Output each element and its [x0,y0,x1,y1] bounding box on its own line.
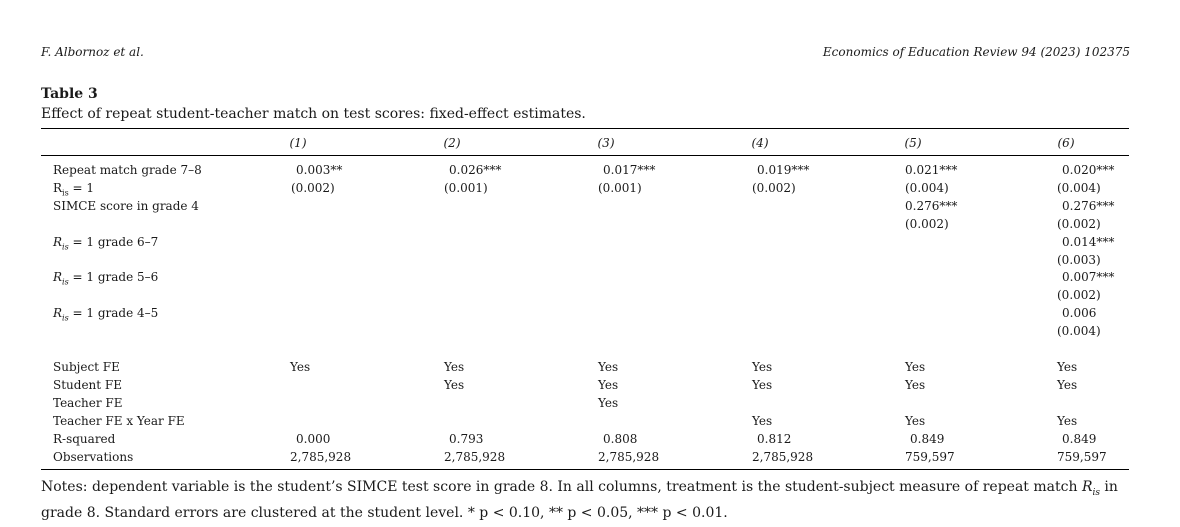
table-cell: (0.004) [1057,324,1101,338]
table-cell: 0.276*** [1062,199,1115,213]
table-cell: Yes [1057,378,1078,392]
table-cell: 0.021*** [905,163,958,177]
table-cell: 2,785,928 [444,450,506,464]
table-cell: (0.003) [1057,253,1101,267]
table-cell: (0.002) [905,217,949,231]
column-header-2: (2) [443,136,461,150]
row-label-observations: Observations [53,450,134,464]
table-cell: (0.001) [598,181,642,195]
table-cell: (0.004) [905,181,949,195]
table-cell: Yes [598,378,619,392]
table-cell: 0.026*** [449,163,502,177]
row-label-rest: = 1 grade 5–6 [68,270,159,284]
table-cell: (0.002) [1057,288,1101,302]
table-cell: (0.001) [444,181,488,195]
table-cell: Yes [290,360,311,374]
r-symbol: R [53,181,63,195]
table-cell: 2,785,928 [598,450,660,464]
row-label-rest: = 1 grade 4–5 [68,306,159,320]
column-header-1: (1) [289,136,307,150]
row-label-r-squared: R-squared [53,432,116,446]
table-cell: Yes [598,360,619,374]
subscript-is: is [62,277,69,287]
r-symbol: R [1081,479,1093,495]
r-symbol: R [53,306,63,320]
table-cell: Yes [1057,360,1078,374]
table-cell: Yes [1057,414,1078,428]
table-cell: Yes [752,414,773,428]
significance-legend: * p < 0.10, ** p < 0.05, *** p < 0.01. [467,504,728,521]
table-cell: Yes [444,378,465,392]
table-cell: Yes [905,414,926,428]
table-cell: 759,597 [905,450,955,464]
table-cell: Yes [598,396,619,410]
row-label-subject-fe: Subject FE [53,360,120,374]
table-cell: 0.849 [1062,432,1097,446]
row-label-rest: = 1 [68,181,95,195]
table-top-rule [41,128,1129,129]
row-label-teacher-fe: Teacher FE [53,396,123,410]
row-label-student-fe: Student FE [53,378,123,392]
table-cell: 0.014*** [1062,235,1115,249]
column-header-6: (6) [1057,136,1075,150]
table-cell: 0.006 [1062,306,1097,320]
r-symbol: R [53,235,63,249]
table-cell: 0.000 [296,432,331,446]
table-cell: 0.003** [296,163,343,177]
table-cell: (0.002) [1057,217,1101,231]
row-label-teacher-year-fe: Teacher FE x Year FE [53,414,185,428]
row-label-repeat-match: Repeat match grade 7–8 [53,163,202,177]
table-cell: Yes [905,360,926,374]
subscript-is: is [62,188,69,198]
table-title: Table 3 [41,86,98,102]
column-header-3: (3) [597,136,615,150]
table-cell: 2,785,928 [752,450,814,464]
table-cell: 0.808 [603,432,638,446]
column-header-4: (4) [751,136,769,150]
table-cell: (0.002) [752,181,796,195]
notes-text-1: Notes: dependent variable is the student… [41,479,1082,495]
table-cell: 0.019*** [757,163,810,177]
r-symbol: R [53,270,63,284]
table-cell: 2,785,928 [290,450,352,464]
table-cell: 0.020*** [1062,163,1115,177]
table-cell: 0.793 [449,432,484,446]
table-cell: 0.849 [910,432,945,446]
table-cell: 0.812 [757,432,792,446]
row-label-r-is-1: Ris = 1 [53,181,94,197]
table-cell: 0.276*** [905,199,958,213]
table-cell: Yes [752,360,773,374]
table-notes: Notes: dependent variable is the student… [41,477,1136,523]
table-bottom-rule [41,469,1129,470]
table-cell: Yes [444,360,465,374]
running-header-right: Economics of Education Review 94 (2023) … [822,45,1130,59]
table-cell: (0.002) [291,181,335,195]
table-cell: 759,597 [1057,450,1107,464]
row-label-r-grade-6-7: Ris = 1 grade 6–7 [53,235,158,251]
subscript-is: is [62,313,69,323]
subscript-is: is [1092,487,1100,498]
table-cell: (0.004) [1057,181,1101,195]
row-label-rest: = 1 grade 6–7 [68,235,159,249]
notes-text-2: in grade 8. Standard errors are clustere… [41,479,1118,521]
running-header-left: F. Albornoz et al. [41,45,144,59]
table-cell: 0.017*** [603,163,656,177]
row-label-r-grade-5-6: Ris = 1 grade 5–6 [53,270,158,286]
table-cell: 0.007*** [1062,270,1115,284]
table-cell: Yes [752,378,773,392]
table-cell: Yes [905,378,926,392]
row-label-simce: SIMCE score in grade 4 [53,199,199,213]
column-header-5: (5) [904,136,922,150]
subscript-is: is [62,242,69,252]
table-caption: Effect of repeat student-teacher match o… [41,106,586,122]
table-header-rule [41,155,1129,156]
row-label-r-grade-4-5: Ris = 1 grade 4–5 [53,306,158,322]
